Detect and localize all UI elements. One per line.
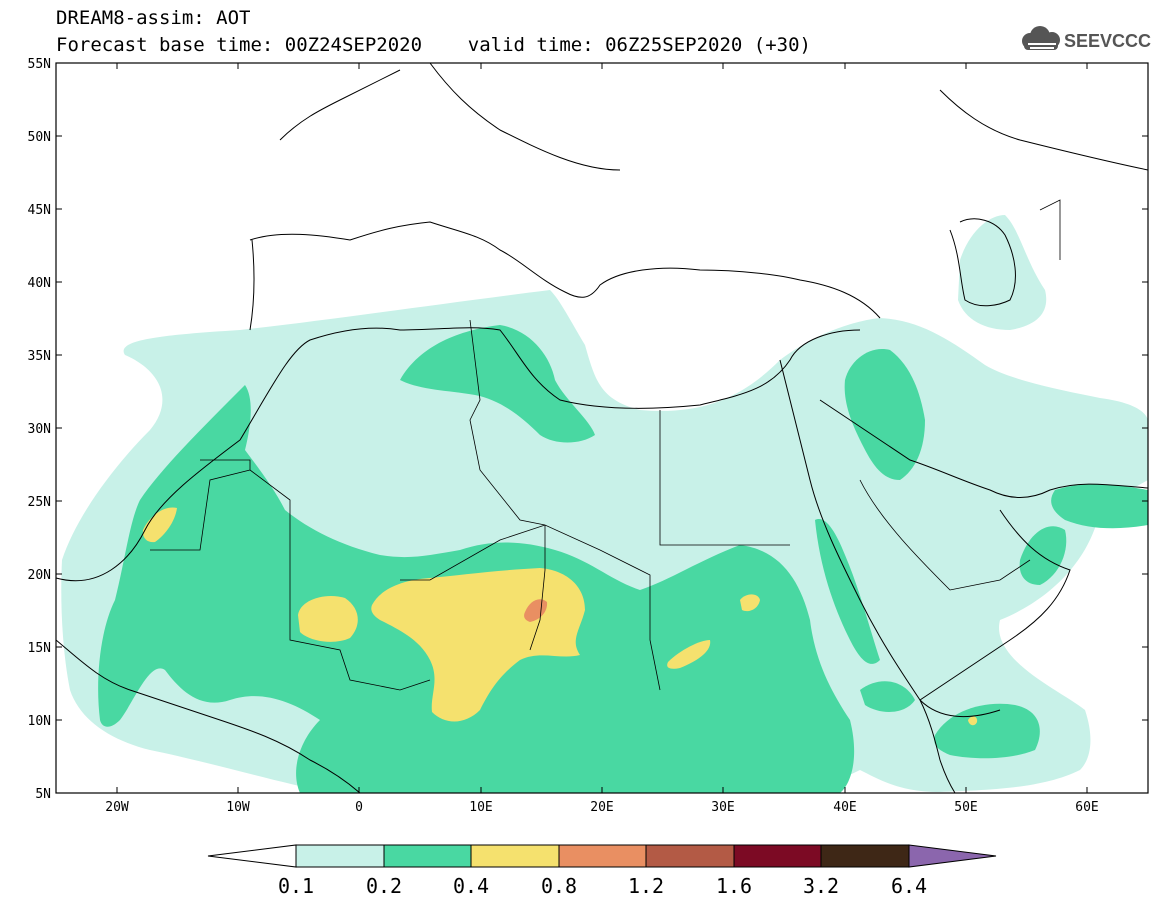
colorbar-swatch [383,844,472,868]
colorbar-swatch [558,844,647,868]
lat-label: 50N [28,130,51,145]
aot-contour-0.2-iraq [844,349,925,480]
lon-label: 0 [355,800,363,815]
colorbar-label: 6.4 [891,874,927,898]
lat-axis [56,62,1148,721]
colorbar-low-arrow [207,844,297,868]
lon-label: 50E [954,800,977,815]
aot-contour-0.2-tunisia [400,325,595,443]
colorbar-swatch [295,844,385,868]
colorbar-swatch [733,844,822,868]
colorbar-swatch [470,844,560,868]
lat-label: 10N [28,714,51,729]
lat-label: 30N [28,422,51,437]
aot-contour-0.2-redsea [815,519,880,664]
lon-axis [116,63,1088,793]
borders [150,199,1061,691]
aot-contour-0.2-oman [1019,526,1067,585]
aot-contour-0.2-yemen [860,681,915,712]
lon-labels: 20W 10W 0 10E 20E 30E 40E 50E 60E [105,800,1098,815]
lat-label: 15N [28,641,51,656]
aot-contour-0.1-caspian [958,215,1047,330]
lon-label: 20W [105,800,129,815]
aot-contour-0.4-morocco [142,507,177,543]
lon-label: 60E [1075,800,1098,815]
colorbar-label: 0.8 [541,874,577,898]
lat-label: 55N [28,57,51,72]
colorbar-label: 3.2 [803,874,839,898]
lat-label: 25N [28,495,51,510]
logo-text: SEEVCCC [1064,31,1151,51]
lat-label: 20N [28,568,51,583]
lon-label: 30E [711,800,734,815]
coastlines [55,62,1149,794]
lat-labels: 55N 50N 45N 40N 35N 30N 25N 20N 15N 10N … [28,57,51,802]
lon-label: 10W [226,800,250,815]
lat-label: 40N [28,276,51,291]
forecast-time-line: Forecast base time: 00Z24SEP2020 valid t… [56,34,811,56]
aot-contour-0.4-mali [298,595,358,642]
colorbar-label: 0.2 [366,874,402,898]
lat-label: 35N [28,349,51,364]
colorbar-high-arrow [908,844,997,868]
aot-contour-0.4-sudan1 [740,594,760,612]
colorbar-label: 0.4 [453,874,489,898]
seevccc-logo: SEEVCCC [1022,26,1151,51]
cloud-icon [1022,26,1060,50]
aot-contour-0.2-aden [934,703,1040,759]
aot-contour-0.4-sudan2 [667,640,711,669]
map-title: DREAM8-assim: AOT [56,7,251,29]
colorbar-label: 0.1 [278,874,314,898]
aot-contour-0.2-gulf [1051,484,1148,529]
colorbar-swatch [645,844,735,868]
lat-label: 5N [35,787,51,802]
lat-label: 45N [28,203,51,218]
lon-label: 10E [469,800,492,815]
lon-label: 20E [590,800,613,815]
map-area [55,62,1149,794]
colorbar: 0.1 0.2 0.4 0.8 1.2 1.6 3.2 6.4 [207,844,997,898]
colorbar-swatch [820,844,910,868]
colorbar-label: 1.6 [716,874,752,898]
aot-contour-0.4-yemen [968,716,978,726]
colorbar-label: 1.2 [628,874,664,898]
lon-label: 40E [833,800,856,815]
